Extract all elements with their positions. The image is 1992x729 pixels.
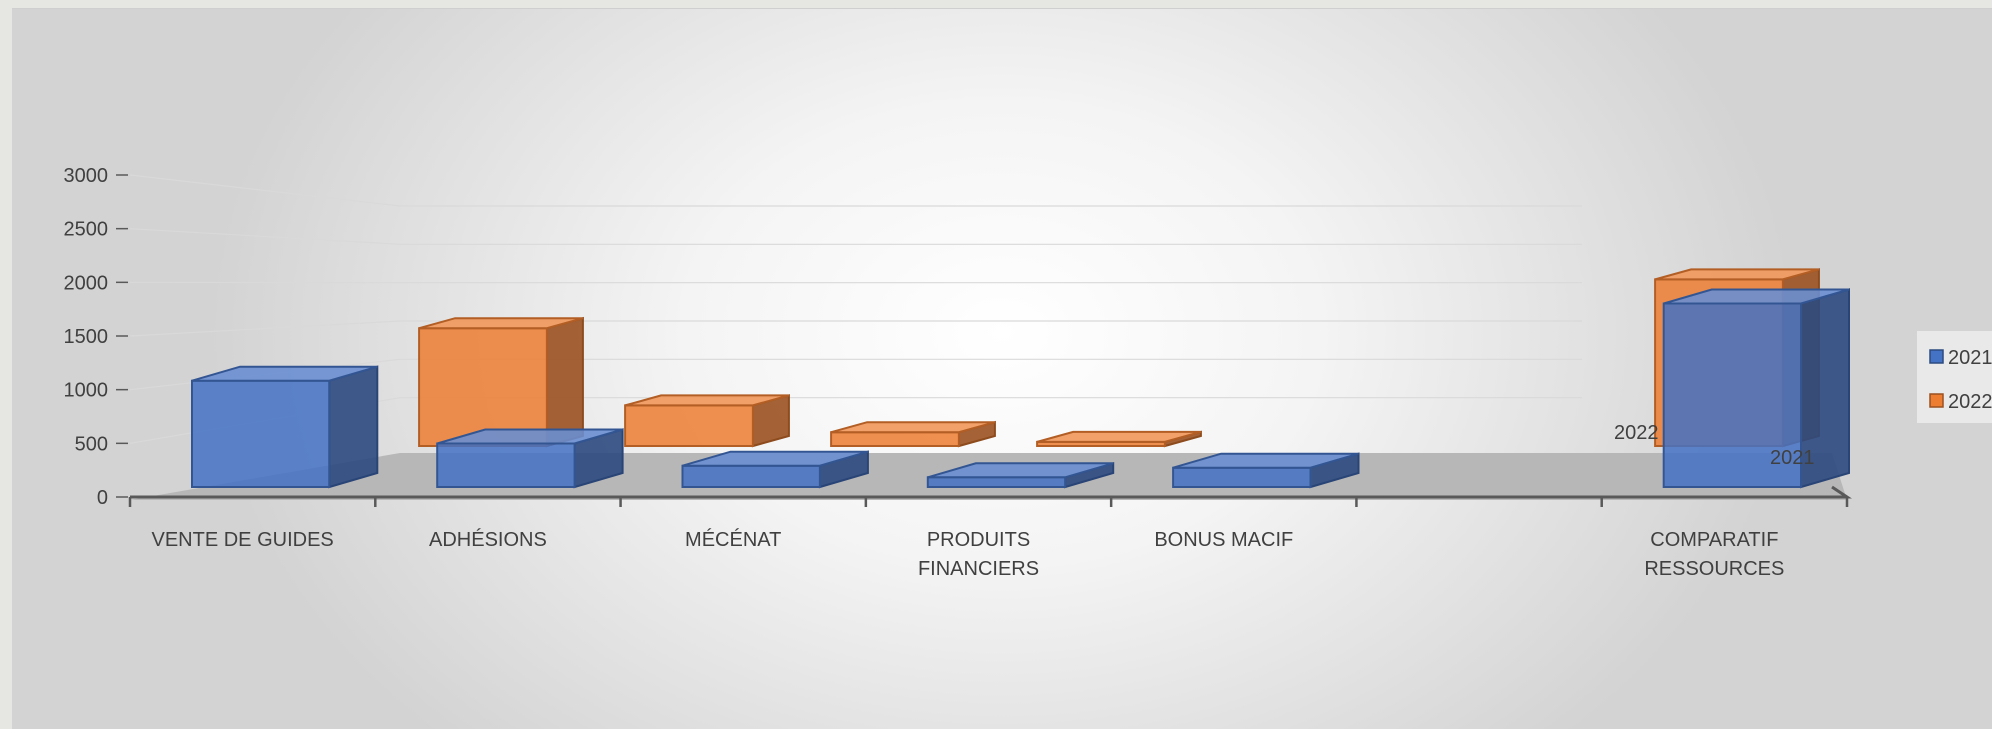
category-label: VENTE DE GUIDES [152, 529, 334, 551]
bar-2022-2 [831, 422, 995, 446]
gridline [130, 229, 1582, 245]
bar-front [419, 328, 547, 446]
gridline [130, 175, 1582, 206]
chart-area: 0 500 1000 1500 2000 2500 3000 VENTE DE GUIDES… [12, 8, 1992, 729]
bar-2022-0 [419, 318, 583, 446]
legend-label-2021: 2021 [1948, 347, 1992, 369]
bar-2021-2 [683, 452, 868, 487]
y-tick-label: 3000 [64, 165, 109, 187]
series-2022-bars [419, 269, 1819, 446]
bar-2022-1 [625, 395, 789, 446]
bar-front [437, 444, 574, 488]
bar-2021-4 [1173, 454, 1358, 487]
bar-2022-3 [1037, 432, 1201, 446]
data-label-2022: 2022 [1614, 422, 1659, 444]
bar-front [683, 466, 820, 487]
legend-label-2022: 2022 [1948, 391, 1992, 413]
chart-3d-column: 0 500 1000 1500 2000 2500 3000 VENTE DE GUIDES… [12, 9, 1992, 729]
bar-side [329, 367, 377, 487]
bar-front [192, 381, 329, 487]
category-label: ADHÉSIONS [429, 528, 547, 551]
y-axis-ticks: 0 500 1000 1500 2000 2500 3000 [64, 165, 129, 509]
bar-side [547, 318, 583, 446]
y-tick-label: 2000 [64, 272, 109, 294]
bar-front [1173, 468, 1310, 487]
y-tick-label: 1000 [64, 380, 109, 402]
gridline [130, 321, 1582, 336]
bar-2021-6 [1664, 290, 1849, 488]
y-tick-label: 0 [97, 487, 108, 509]
y-tick-label: 1500 [64, 326, 109, 348]
legend-swatch-2022 [1930, 394, 1943, 407]
y-tick-label: 500 [75, 433, 108, 455]
bar-front [831, 432, 959, 446]
bar-2021-0 [192, 367, 377, 487]
legend: 2021 2022 [1917, 331, 1992, 423]
legend-swatch-2021 [1930, 350, 1943, 363]
y-tick-label: 2500 [64, 219, 109, 241]
bar-2021-1 [437, 430, 622, 488]
category-label: MÉCÉNAT [685, 528, 781, 551]
category-label: BONUS MACIF [1154, 529, 1293, 551]
data-label-2021: 2021 [1770, 447, 1815, 469]
bar-front [625, 405, 753, 446]
bar-front [928, 477, 1065, 487]
